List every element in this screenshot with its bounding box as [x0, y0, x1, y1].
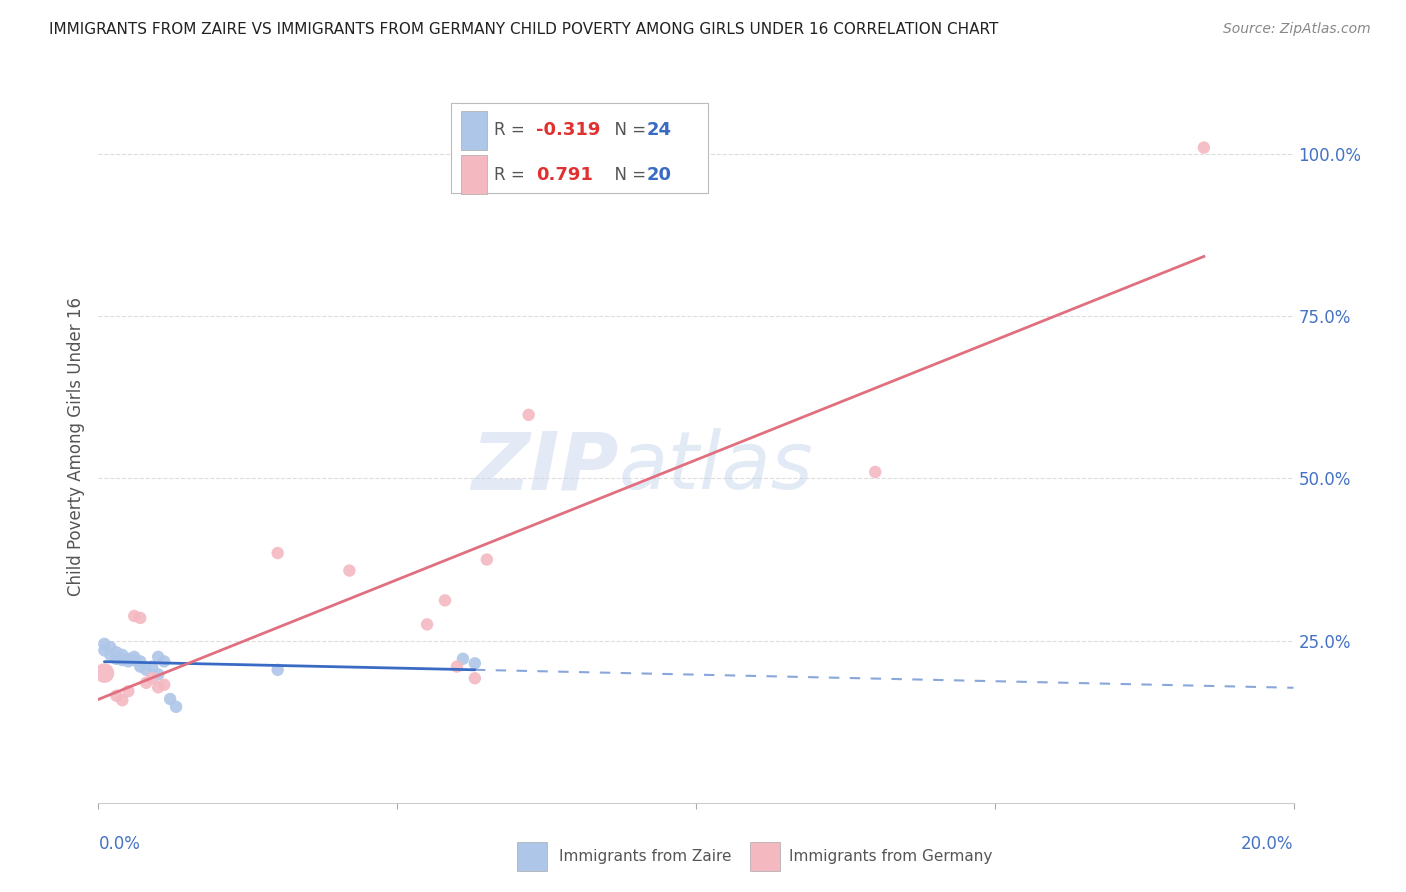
Point [165, 699, 187, 714]
Point [135, 675, 157, 690]
Text: atlas: atlas [619, 428, 813, 507]
Text: ZIP: ZIP [471, 428, 619, 507]
Point [117, 652, 139, 666]
Text: N =: N = [605, 121, 651, 139]
Point [124, 653, 146, 667]
Point [416, 617, 439, 632]
Point [267, 546, 290, 560]
Point [111, 653, 134, 667]
Text: -0.319: -0.319 [536, 121, 600, 139]
Point [451, 652, 474, 666]
Point [446, 659, 468, 673]
Point [153, 654, 176, 668]
Point [117, 684, 139, 698]
FancyBboxPatch shape [517, 842, 547, 871]
Point [865, 465, 887, 479]
Point [129, 611, 152, 625]
Text: 24: 24 [647, 121, 672, 139]
Point [517, 408, 540, 422]
Text: Immigrants from Zaire: Immigrants from Zaire [558, 849, 731, 863]
Point [1192, 140, 1215, 154]
FancyBboxPatch shape [451, 103, 709, 193]
Text: 20.0%: 20.0% [1241, 835, 1294, 853]
Point [105, 652, 128, 666]
Point [141, 659, 163, 673]
Text: R =: R = [494, 121, 530, 139]
FancyBboxPatch shape [461, 111, 486, 150]
Point [124, 609, 146, 624]
Point [148, 649, 170, 664]
Point [267, 663, 290, 677]
Text: IMMIGRANTS FROM ZAIRE VS IMMIGRANTS FROM GERMANY CHILD POVERTY AMONG GIRLS UNDER: IMMIGRANTS FROM ZAIRE VS IMMIGRANTS FROM… [49, 22, 998, 37]
Point [148, 667, 170, 681]
Point [105, 645, 128, 659]
Point [159, 692, 181, 706]
Point [93, 643, 115, 657]
Text: Immigrants from Germany: Immigrants from Germany [789, 849, 993, 863]
Point [93, 666, 115, 681]
Point [129, 659, 152, 673]
Point [129, 654, 152, 668]
Point [93, 637, 115, 651]
Y-axis label: Child Poverty Among Girls Under 16: Child Poverty Among Girls Under 16 [66, 296, 84, 596]
Point [105, 689, 128, 703]
Point [148, 681, 170, 695]
Text: N =: N = [605, 166, 651, 184]
Text: Source: ZipAtlas.com: Source: ZipAtlas.com [1223, 22, 1371, 37]
Point [117, 654, 139, 668]
Point [141, 671, 163, 685]
Point [475, 552, 498, 566]
Point [464, 671, 486, 685]
Point [111, 693, 134, 707]
Point [111, 648, 134, 662]
FancyBboxPatch shape [461, 155, 486, 194]
Point [98, 640, 122, 654]
Text: 0.0%: 0.0% [98, 835, 141, 853]
Point [124, 649, 146, 664]
Point [434, 593, 457, 607]
Point [464, 657, 486, 671]
Text: 0.791: 0.791 [536, 166, 593, 184]
FancyBboxPatch shape [749, 842, 780, 871]
Text: R =: R = [494, 166, 536, 184]
Point [98, 648, 122, 662]
Point [153, 678, 176, 692]
Point [135, 663, 157, 677]
Text: 20: 20 [647, 166, 672, 184]
Point [339, 564, 361, 578]
